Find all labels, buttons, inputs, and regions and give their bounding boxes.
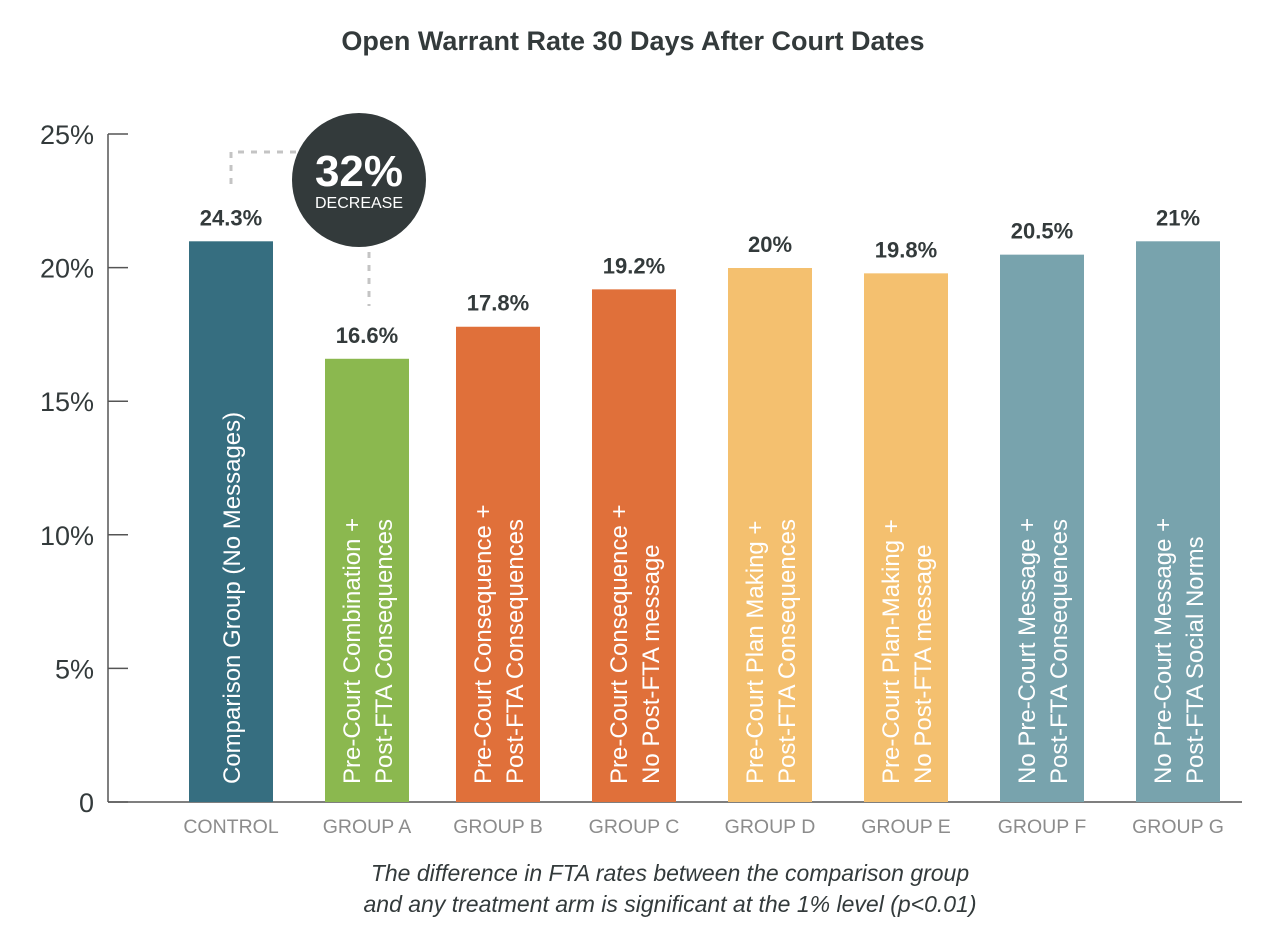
y-tick-label: 20% [40, 254, 94, 284]
bar [456, 326, 540, 802]
annotation-badge [292, 113, 426, 247]
category-label: GROUP F [998, 816, 1087, 838]
bar-description-label: Pre-Court Combination + [339, 518, 366, 784]
bar-value-label: 24.3% [200, 205, 262, 230]
bar-description-label: Post-FTA Social Norms [1182, 536, 1209, 784]
footnote-line-1: The difference in FTA rates between the … [370, 860, 970, 886]
annotation-label: DECREASE [315, 195, 403, 212]
bar-value-label: 16.6% [336, 323, 398, 348]
y-tick-label: 10% [40, 521, 94, 551]
bar-description-label: No Post-FTA message [638, 544, 665, 784]
category-label: CONTROL [183, 816, 278, 838]
bar-description-label: Post-FTA Consequences [502, 519, 529, 784]
category-label: GROUP B [453, 816, 543, 838]
bar [189, 241, 273, 803]
annotation-value: 32% [315, 147, 403, 196]
category-label: GROUP G [1132, 816, 1224, 838]
bar-description-label: Post-FTA Consequences [371, 519, 398, 784]
bar-value-label: 19.8% [875, 237, 937, 262]
bar-value-label: 21% [1156, 205, 1200, 230]
bar [1136, 241, 1220, 803]
chart-title: Open Warrant Rate 30 Days After Court Da… [341, 26, 925, 56]
footnote: The difference in FTA rates between the … [0, 858, 1278, 920]
y-tick-label: 25% [40, 120, 94, 150]
category-label: GROUP E [861, 816, 951, 838]
bar-description-label: Pre-Court Plan-Making + [878, 519, 905, 784]
bar-description-label: No Pre-Court Message + [1014, 518, 1041, 784]
decrease-annotation: 32%DECREASE [229, 113, 426, 306]
bars: 24.3% CONTROL Comparison Group (No Message… [183, 205, 1224, 838]
category-label: GROUP D [725, 816, 816, 838]
bar-value-label: 19.2% [603, 253, 665, 278]
bar [325, 358, 409, 802]
bar [592, 289, 676, 802]
bar-value-label: 17.8% [467, 291, 529, 316]
bar [728, 268, 812, 802]
bar-description-label: Pre-Court Plan Making + [742, 521, 769, 784]
bar-description-label: Post-FTA Consequences [774, 519, 801, 784]
bar [864, 273, 948, 803]
bar-description-label: No Post-FTA message [910, 544, 937, 784]
bar-description-label: No Pre-Court Message + [1150, 518, 1177, 784]
bar-description-label: Pre-Court Consequence + [470, 505, 497, 785]
bar [1000, 254, 1084, 802]
footnote-line-2: and any treatment arm is significant at … [363, 891, 977, 917]
category-label: GROUP C [589, 816, 680, 838]
category-label: GROUP A [323, 816, 412, 838]
y-tick-label: 15% [40, 387, 94, 417]
y-tick-label: 0 [79, 788, 94, 818]
bar-description-label: Pre-Court Consequence + [606, 505, 633, 785]
annotation-connector-control [229, 150, 300, 184]
bar-value-label: 20.5% [1011, 219, 1073, 244]
y-tick-label: 5% [55, 654, 94, 684]
bar-description-label: Comparison Group (No Messages) [219, 412, 246, 784]
bar-value-label: 20% [748, 232, 792, 257]
bar-description-label: Post-FTA Consequences [1046, 519, 1073, 784]
